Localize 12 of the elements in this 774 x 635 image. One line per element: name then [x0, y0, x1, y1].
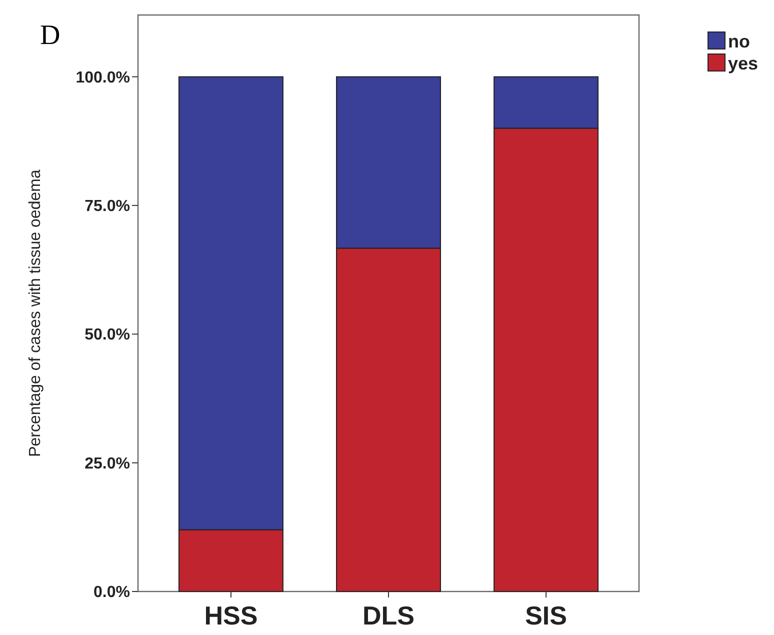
- y-tick-label: 75.0%: [84, 198, 130, 216]
- y-tick-label: 50.0%: [84, 326, 130, 344]
- y-axis-title: Percentage of cases with tissue oedema: [27, 170, 44, 457]
- x-tick-label: HSS: [204, 600, 258, 630]
- chart-title: D: [40, 20, 60, 51]
- x-tick-label: DLS: [362, 600, 414, 630]
- y-tick-label: 25.0%: [84, 455, 130, 472]
- legend-label: yes: [728, 53, 758, 74]
- y-tick-label: 100.0%: [76, 69, 130, 86]
- x-tick-label: SIS: [525, 600, 568, 630]
- legend-label: no: [728, 31, 750, 52]
- y-tick-label: 0.0%: [94, 584, 130, 602]
